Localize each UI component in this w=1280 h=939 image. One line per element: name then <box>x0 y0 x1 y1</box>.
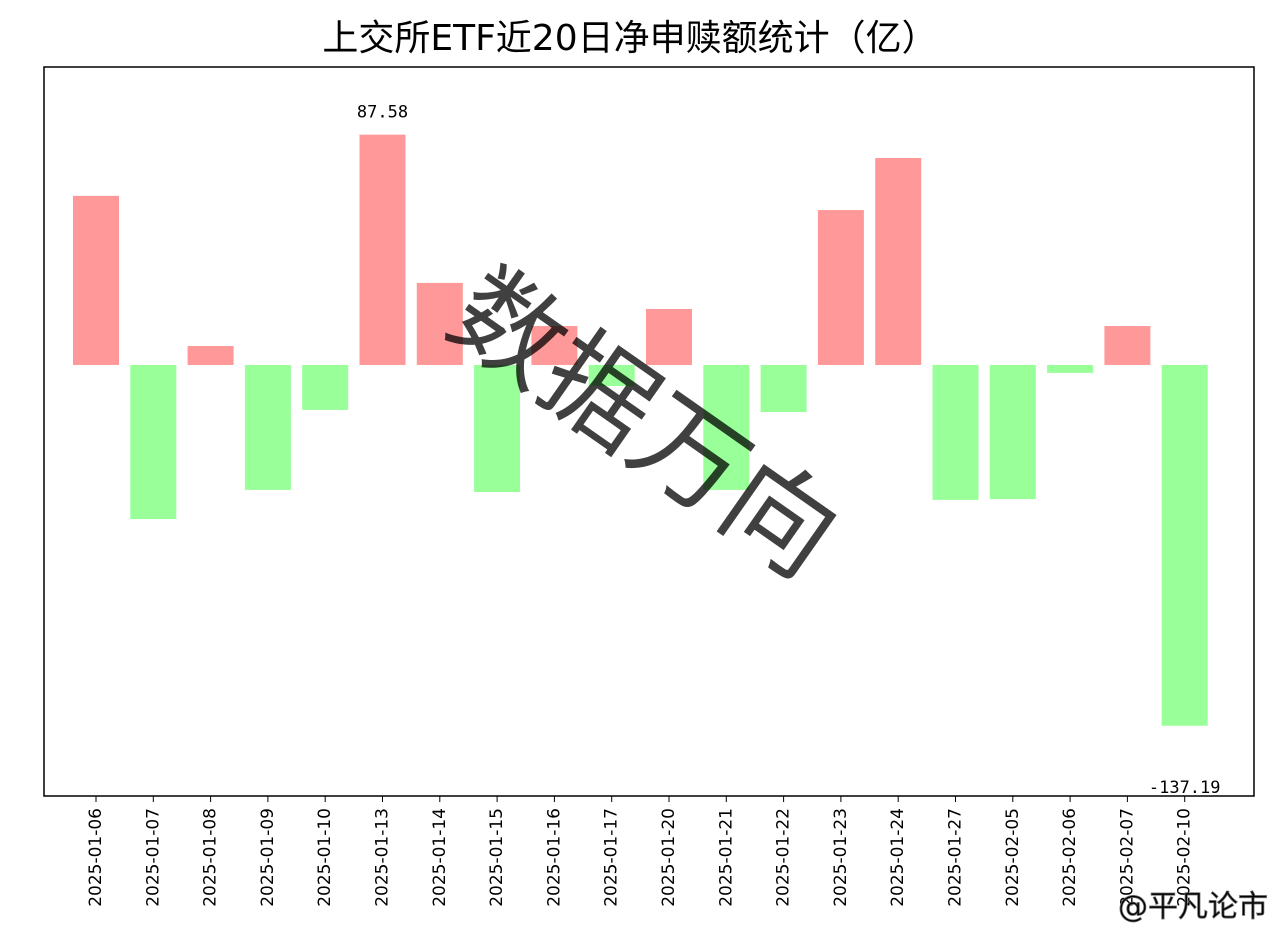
bar <box>474 364 521 492</box>
x-tick-label: 2025-01-09 <box>258 808 278 907</box>
bar <box>302 364 349 410</box>
x-tick-label: 2025-01-14 <box>430 808 450 907</box>
bar <box>817 210 864 365</box>
bar <box>989 364 1036 500</box>
x-tick-label: 2025-01-27 <box>946 808 966 907</box>
value-label: 87.58 <box>357 103 408 123</box>
bar <box>130 364 177 520</box>
x-tick-label: 2025-02-06 <box>1060 808 1080 907</box>
bar <box>531 326 578 365</box>
x-tick-label: 2025-01-24 <box>888 808 908 907</box>
bar <box>646 308 692 365</box>
bar <box>932 364 979 500</box>
bar <box>1161 364 1208 726</box>
bar <box>1047 364 1094 373</box>
bar <box>187 346 234 365</box>
value-label: -137.19 <box>1149 778 1221 798</box>
x-tick-label: 2025-02-05 <box>1003 808 1023 907</box>
watermark: @平凡论市 <box>1118 890 1268 925</box>
bar <box>73 195 119 365</box>
bar <box>1104 326 1151 365</box>
x-tick-label: 2025-01-07 <box>143 808 163 907</box>
x-tick-label: 2025-01-06 <box>86 808 106 907</box>
x-tick-label: 2025-01-10 <box>315 808 335 907</box>
chart-title: 上交所ETF近20日净申赎额统计（亿） <box>322 18 937 59</box>
bar <box>760 364 807 413</box>
bar <box>703 364 750 490</box>
x-tick-label: 2025-01-22 <box>774 808 794 907</box>
x-tick-label: 2025-01-15 <box>487 808 507 907</box>
x-tick-label: 2025-01-23 <box>831 808 851 907</box>
x-tick-label: 2025-01-16 <box>544 808 564 907</box>
bar <box>588 364 635 387</box>
bar <box>416 282 463 365</box>
x-tick-label: 2025-02-10 <box>1175 808 1195 907</box>
x-tick-label: 2025-02-07 <box>1117 808 1137 907</box>
plot-frame <box>43 66 1255 797</box>
bar <box>875 157 922 365</box>
x-tick-label: 2025-01-13 <box>373 808 393 907</box>
bar <box>359 134 406 365</box>
x-tick-label: 2025-01-17 <box>602 808 622 907</box>
x-tick-label: 2025-01-20 <box>659 808 679 907</box>
x-tick-label: 2025-01-08 <box>201 808 221 907</box>
bar <box>244 364 291 490</box>
x-tick-label: 2025-01-21 <box>716 808 736 907</box>
